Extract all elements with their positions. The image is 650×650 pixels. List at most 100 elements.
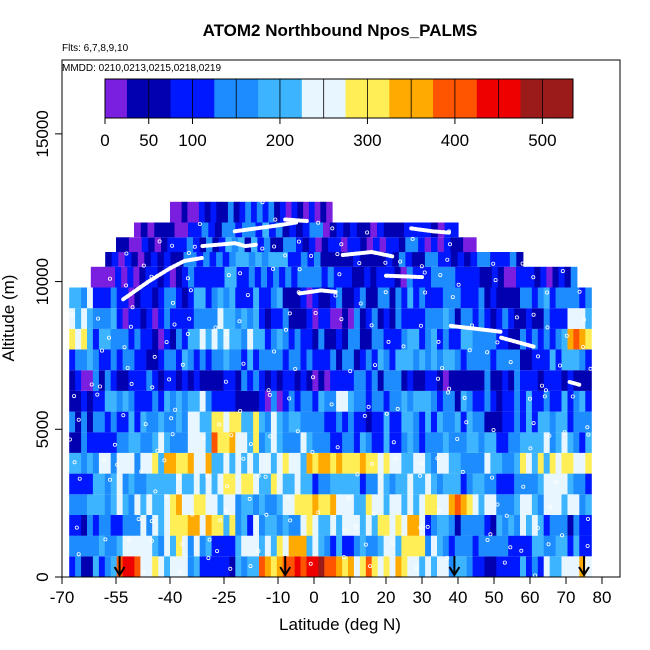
sample-point (585, 544, 590, 549)
heatmap-cell (170, 515, 177, 536)
flight-track (384, 273, 424, 280)
colorbar-segment (275, 79, 281, 118)
heatmap-cell (110, 328, 118, 350)
heatmap-cell (324, 287, 331, 309)
heatmap-cell (401, 452, 408, 474)
heatmap-cell (282, 370, 290, 391)
sample-point (101, 457, 106, 462)
heatmap-cell (164, 515, 171, 536)
colorbar-segment (367, 79, 373, 118)
heatmap-cell (282, 494, 290, 515)
heatmap-cell (543, 287, 551, 309)
heatmap-cell (145, 266, 153, 288)
heatmap-cell (104, 411, 112, 433)
heatmap-cell (261, 252, 269, 267)
heatmap-cell (413, 390, 420, 412)
heatmap-cell (308, 237, 316, 253)
colorbar-segment (419, 79, 425, 118)
heatmap-cell (164, 328, 171, 350)
heatmap-cell (193, 556, 201, 577)
heatmap-cell (170, 411, 177, 433)
heatmap-cell (276, 452, 284, 474)
heatmap-cell (116, 308, 124, 329)
heatmap-cell (371, 452, 379, 474)
sample-point (124, 251, 129, 256)
y-tick-label: 15000 (33, 110, 52, 157)
heatmap-cell (316, 222, 324, 238)
heatmap-cell (321, 266, 329, 288)
sample-point (386, 339, 391, 344)
heatmap-cell (306, 328, 313, 350)
colorbar-segment (210, 79, 215, 118)
heatmap-cell (543, 473, 551, 495)
heatmap-cell (460, 535, 468, 557)
sample-point (528, 396, 533, 401)
heatmap-cell (377, 287, 385, 309)
heatmap-cell (348, 535, 355, 557)
heatmap-cell (110, 432, 118, 453)
heatmap-cell (555, 287, 563, 309)
heatmap-cell (124, 252, 132, 267)
heatmap-cell (484, 349, 491, 371)
heatmap-cell (158, 556, 165, 577)
heatmap-cell (567, 556, 574, 577)
heatmap-cell (419, 411, 426, 433)
sample-point (365, 230, 370, 235)
heatmap-cell (217, 515, 224, 536)
heatmap-cell (496, 452, 503, 474)
heatmap-cell (330, 515, 337, 536)
colorbar-segment (428, 79, 434, 118)
heatmap-cell (413, 287, 420, 309)
heatmap-cell (81, 535, 88, 557)
heatmap-cell (478, 494, 485, 515)
colorbar-segment (560, 79, 565, 118)
sample-point (205, 473, 210, 478)
sample-point (316, 220, 321, 225)
sample-point (447, 242, 452, 247)
heatmap-cell (490, 252, 498, 267)
heatmap-cell (466, 494, 474, 515)
heatmap-cell (170, 535, 177, 557)
heatmap-cell (274, 201, 281, 223)
heatmap-cell (199, 432, 207, 453)
heatmap-cell (81, 349, 88, 371)
heatmap-cell (134, 556, 141, 577)
flight-track (297, 288, 338, 296)
heatmap-cell (472, 328, 480, 350)
sample-point (419, 461, 424, 466)
colorbar-segment (175, 79, 180, 118)
heatmap-cell (520, 452, 527, 474)
heatmap-cell (359, 349, 367, 371)
heatmap-cell (383, 535, 391, 557)
colorbar-segment (384, 79, 390, 118)
sample-point (273, 217, 278, 222)
heatmap-cell (98, 328, 106, 350)
heatmap-cell (288, 432, 296, 453)
heatmap-cell (342, 494, 349, 515)
colorbar-segment (402, 79, 408, 118)
heatmap-cell (211, 390, 219, 412)
heatmap-cell (158, 328, 165, 350)
colorbar-segment (323, 79, 329, 118)
heatmap-cell (419, 308, 426, 329)
heatmap-cell (288, 390, 296, 412)
heatmap-cell (537, 473, 545, 495)
heatmap-cell (346, 266, 353, 288)
heatmap-cell (531, 494, 539, 515)
heatmap-cell (573, 328, 580, 350)
heatmap-cell (537, 287, 545, 309)
heatmap-cell (324, 370, 331, 391)
heatmap-cell (438, 252, 446, 267)
heatmap-cell (181, 287, 189, 309)
heatmap-cell (215, 222, 223, 238)
heatmap-cell (437, 222, 446, 238)
heatmap-cell (326, 201, 333, 223)
sample-point (228, 566, 233, 571)
flight-track (499, 335, 536, 349)
heatmap-cell (383, 556, 391, 577)
heatmap-cell (543, 308, 551, 329)
sample-point (309, 253, 314, 258)
colorbar-segment (249, 79, 255, 118)
heatmap-cell (370, 266, 377, 288)
heatmap-cell (340, 252, 348, 267)
